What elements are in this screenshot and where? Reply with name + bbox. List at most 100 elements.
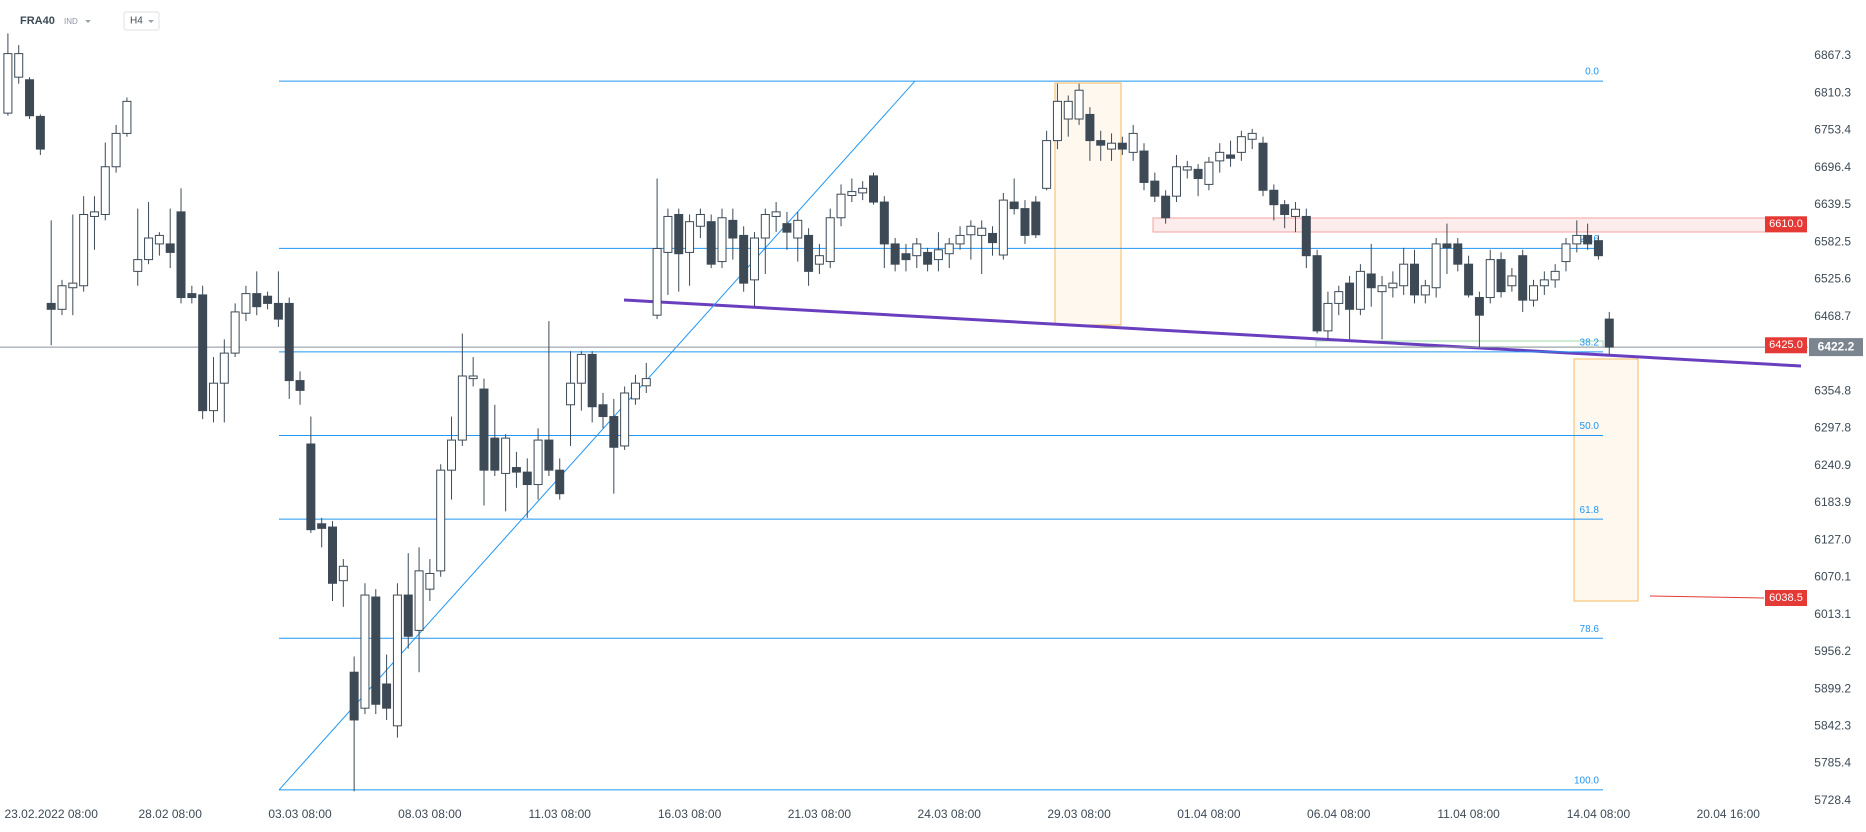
y-tick-label: 5899.2: [1814, 681, 1851, 695]
x-tick-label: 03.03 08:00: [268, 807, 332, 821]
candle-body: [825, 217, 835, 263]
candle-body: [284, 302, 294, 382]
x-tick-label: 16.03 08:00: [658, 807, 722, 821]
candle-body: [392, 594, 402, 727]
x-tick-label: 14.04 08:00: [1567, 807, 1631, 821]
candle-body: [219, 352, 229, 384]
trend-line: [623, 298, 1802, 368]
candle-body: [1009, 201, 1019, 210]
y-tick-label: 6240.9: [1814, 458, 1851, 472]
candle-body: [1431, 243, 1441, 289]
candle-body: [663, 215, 673, 253]
candle-body: [176, 211, 186, 299]
y-tick-label: 5842.3: [1814, 718, 1851, 732]
candle-body: [501, 437, 511, 474]
candle-body: [847, 191, 857, 197]
timeframe-box[interactable]: [123, 11, 160, 31]
candle-body: [717, 217, 727, 263]
fib-label: 78.6: [1580, 624, 1600, 635]
y-tick-label: 6297.8: [1814, 421, 1851, 435]
candle-body: [685, 221, 695, 253]
candle-body: [57, 285, 67, 310]
candle-body: [273, 302, 283, 320]
candle-body: [122, 100, 132, 134]
price-box: [1765, 337, 1807, 354]
candle-body: [317, 523, 327, 529]
candle-body: [1583, 234, 1593, 245]
candle-body: [598, 404, 608, 418]
candle-body: [1474, 297, 1484, 316]
candle-body: [1171, 166, 1181, 197]
price-box: [1765, 589, 1807, 606]
fib-label: 61.8: [1580, 505, 1600, 516]
candle-body: [263, 295, 273, 304]
candle-body: [100, 166, 110, 215]
candle-body: [1269, 189, 1279, 206]
x-tick-label: 23.02.2022 08:00: [4, 807, 98, 821]
candle-body: [46, 302, 56, 310]
candle-body: [576, 353, 586, 384]
last-price-box: [1809, 338, 1863, 357]
candle-body: [869, 175, 878, 203]
x-tick-label: 06.04 08:00: [1307, 807, 1371, 821]
symbol[interactable]: FRA40: [20, 15, 55, 27]
candle-body: [695, 213, 705, 227]
candle-body: [1020, 208, 1030, 236]
candle-body: [1150, 180, 1160, 197]
candle-body: [1355, 270, 1365, 310]
candle-body: [1420, 285, 1430, 296]
candle-body: [728, 219, 738, 239]
candle-body: [901, 253, 911, 261]
x-tick-label: 24.03 08:00: [918, 807, 982, 821]
candle-body: [230, 311, 240, 354]
candle-body: [1236, 136, 1246, 153]
candle-body: [1572, 234, 1582, 245]
candle-body: [988, 232, 998, 244]
candle-body: [68, 282, 78, 289]
candle-body: [447, 439, 457, 471]
candle-body: [1258, 142, 1268, 191]
candle-body: [468, 375, 478, 380]
candle-body: [382, 683, 392, 709]
candle-body: [1496, 259, 1506, 293]
x-tick-label: 21.03 08:00: [788, 807, 852, 821]
x-tick-label: 08.03 08:00: [398, 807, 462, 821]
candle-body: [1063, 100, 1073, 120]
candle-body: [555, 469, 565, 495]
candle-body: [1280, 204, 1290, 215]
y-tick-label: 6070.1: [1814, 570, 1851, 584]
candle-body: [955, 234, 965, 245]
candle-body: [208, 382, 218, 412]
candle-body: [241, 293, 251, 314]
candle-body: [1464, 263, 1474, 296]
candle-body: [295, 380, 305, 391]
candle-body: [620, 392, 630, 447]
candle-body: [328, 526, 337, 584]
y-tick-label: 6582.5: [1814, 234, 1851, 248]
candle-body: [14, 53, 24, 78]
candle-body: [587, 353, 597, 408]
timeframe[interactable]: H4: [130, 16, 143, 27]
y-tick-label: 6867.3: [1814, 48, 1851, 62]
candle-body: [1301, 215, 1311, 257]
candle-body: [1290, 208, 1300, 217]
dropdown-arrow[interactable]: [85, 20, 91, 23]
dropdown-arrow[interactable]: [148, 20, 154, 23]
candle-body: [165, 243, 175, 253]
candle-body: [1345, 282, 1355, 310]
candle-body: [1529, 285, 1539, 301]
candle-body: [641, 378, 651, 387]
x-tick-label: 01.04 08:00: [1177, 807, 1241, 821]
candle-body: [1226, 154, 1236, 159]
candle-body: [1453, 243, 1463, 265]
candle-body: [1085, 113, 1095, 142]
candle-body: [566, 382, 576, 406]
candle-body: [1388, 282, 1398, 289]
candle-body: [1334, 291, 1344, 304]
candle-body: [522, 471, 532, 486]
price-box-label: 6610.0: [1769, 218, 1803, 230]
candle-body: [760, 213, 770, 239]
candle-body: [1139, 150, 1149, 183]
resistance-zone: [1152, 217, 1807, 233]
